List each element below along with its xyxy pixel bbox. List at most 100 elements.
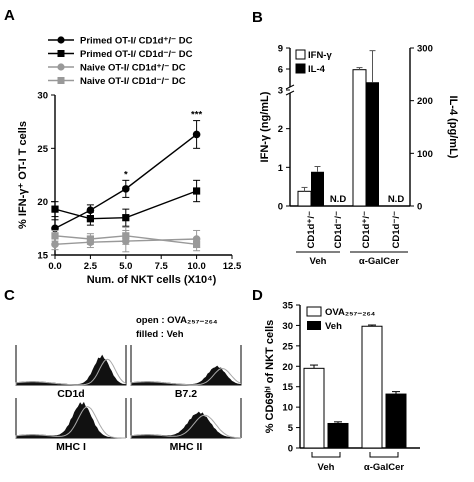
x-tick-label: 7.5 <box>155 261 169 272</box>
not-determined-label: N.D <box>330 194 347 205</box>
histogram-label: B7.2 <box>175 388 197 400</box>
x-tick-label: 12.5 <box>223 261 242 272</box>
histogram-open-ova <box>130 367 242 386</box>
data-point-square <box>122 232 130 240</box>
x-tick-label: 2.5 <box>84 261 98 272</box>
series-line <box>54 235 197 246</box>
y-left-tick-label: 3 <box>278 86 283 97</box>
y-tick-label: 15 <box>37 251 48 262</box>
group-label: α-GalCer <box>364 462 404 473</box>
histogram-label: MHC I <box>56 441 86 453</box>
legend-filled: filled : Veh <box>136 329 184 340</box>
y-right-tick-label: 100 <box>417 149 433 160</box>
y-right-tick-label: 300 <box>417 44 433 55</box>
group-label: Veh <box>310 256 327 267</box>
legend-marker-circle <box>57 36 65 44</box>
panel-a-line-chart: 0.0 2.5 5.0 7.5 10.0 12.5 15 20 25 30 Num. of NKT … <box>17 36 242 287</box>
panel-b-bar-chart: 0 1 2 3 6 9 0 100 200 300 IFN-γ (ng/mL) IL-4 (pg/mL… <box>259 44 459 268</box>
group-label: Veh <box>318 462 335 473</box>
bar-ova <box>361 325 383 449</box>
bar-veh <box>385 393 407 449</box>
bar-ifng <box>297 190 312 207</box>
category-label: CD1d⁺/⁻ <box>306 211 317 248</box>
y-tick-label: 5 <box>288 423 294 434</box>
x-tick-label: 5.0 <box>119 261 132 272</box>
bar-ifng <box>352 69 367 207</box>
y-tick-label: 20 <box>37 197 48 208</box>
histogram-open-ova <box>130 414 242 439</box>
data-point-square <box>86 235 94 243</box>
y-left-tick-label: 1 <box>278 163 284 174</box>
legend-label: Naive OT-I/ CD1d⁺/⁻ DC <box>80 63 186 74</box>
data-point-circle <box>51 240 59 249</box>
legend-label: Primed OT-I/ CD1d⁺/⁻ DC <box>80 36 193 47</box>
group-bracket <box>311 452 341 458</box>
y-tick-label: 15 <box>282 382 293 393</box>
y-tick-label: 10 <box>282 403 293 414</box>
data-point-square <box>193 240 201 248</box>
series-line <box>54 190 197 220</box>
legend-marker-square <box>57 50 65 57</box>
legend-open: open : OVA₂₅₇₋₂₆₄ <box>136 315 218 326</box>
y-left-tick-label: 0 <box>278 202 283 213</box>
group-bracket <box>369 452 399 458</box>
category-label: CD1d⁻/⁻ <box>391 211 402 248</box>
y-tick-label: 25 <box>37 144 48 155</box>
panel-letter-b: B <box>252 9 263 26</box>
legend-marker-circle <box>57 63 65 71</box>
x-axis-label: Num. of NKT cells (X10⁴) <box>87 274 217 286</box>
y-axis-label: % IFN-γ⁺ OT-I T cells <box>17 121 29 229</box>
y-left-axis-label: IFN-γ (ng/mL) <box>259 91 271 162</box>
histogram-filled-veh <box>15 401 126 439</box>
significance-marker: * <box>124 169 128 180</box>
legend-label: IFN-γ <box>308 50 332 61</box>
panel-d-bar-chart: 0 5 10 15 20 25 30 35 % CD69ʰⁱ of NKT cells OVA₂₅… <box>263 301 420 473</box>
y-tick-label: 20 <box>282 362 293 373</box>
legend-label: OVA₂₅₇₋₂₆₄ <box>325 307 376 318</box>
y-axis-label: % CD69ʰⁱ of NKT cells <box>263 320 276 434</box>
data-point-square <box>86 215 94 223</box>
not-determined-label: N.D <box>388 194 405 205</box>
category-label: CD1d⁻/⁻ <box>333 211 344 248</box>
data-point-square <box>51 232 59 240</box>
histogram-label: MHC II <box>170 441 203 453</box>
data-point-square <box>193 187 201 195</box>
data-point-square <box>122 214 130 222</box>
legend-label: IL-4 <box>308 64 326 75</box>
y-tick-label: 30 <box>37 91 48 102</box>
legend-marker-square <box>57 77 65 84</box>
legend-label: Veh <box>325 321 342 332</box>
group-label: α-GalCer <box>359 256 399 267</box>
panel-letter-c: C <box>4 287 15 304</box>
legend-swatch-ova <box>306 306 322 317</box>
y-tick-label: 25 <box>282 341 293 352</box>
panel-letter-d: D <box>252 287 263 304</box>
y-right-tick-label: 200 <box>417 96 433 107</box>
y-left-tick-label: 9 <box>278 44 283 55</box>
histogram-label: CD1d <box>57 388 84 400</box>
histogram-open-ova <box>15 406 126 439</box>
data-point-square <box>51 205 59 213</box>
legend-swatch-ifng <box>295 49 306 60</box>
y-tick-label: 35 <box>282 301 293 312</box>
bar-ova <box>303 367 325 449</box>
x-tick-label: 0.0 <box>48 261 61 272</box>
y-left-tick-label: 2 <box>278 124 283 135</box>
axis-break-mark <box>285 84 295 90</box>
bar-veh <box>327 422 349 449</box>
legend-label: Naive OT-I/ CD1d⁻/⁻ DC <box>80 76 186 87</box>
significance-marker: *** <box>191 110 202 121</box>
panel-letter-a: A <box>4 7 15 24</box>
series-line <box>54 133 198 229</box>
y-right-axis-label: IL-4 (pg/mL) <box>447 96 459 159</box>
legend-label: Primed OT-I/ CD1d⁻/⁻ DC <box>80 49 193 60</box>
bar-il4 <box>366 82 379 206</box>
y-tick-label: 30 <box>282 321 293 332</box>
x-tick-label: 10.0 <box>187 261 206 272</box>
data-point-circle <box>122 185 130 193</box>
y-tick-label: 0 <box>288 444 293 455</box>
axis-break-mark <box>285 90 295 96</box>
panel-c-histograms: open : OVA₂₅₇₋₂₆₄ filled : Veh CD1d B7.2 MHC… <box>15 315 242 453</box>
y-right-tick-label: 0 <box>417 202 422 213</box>
